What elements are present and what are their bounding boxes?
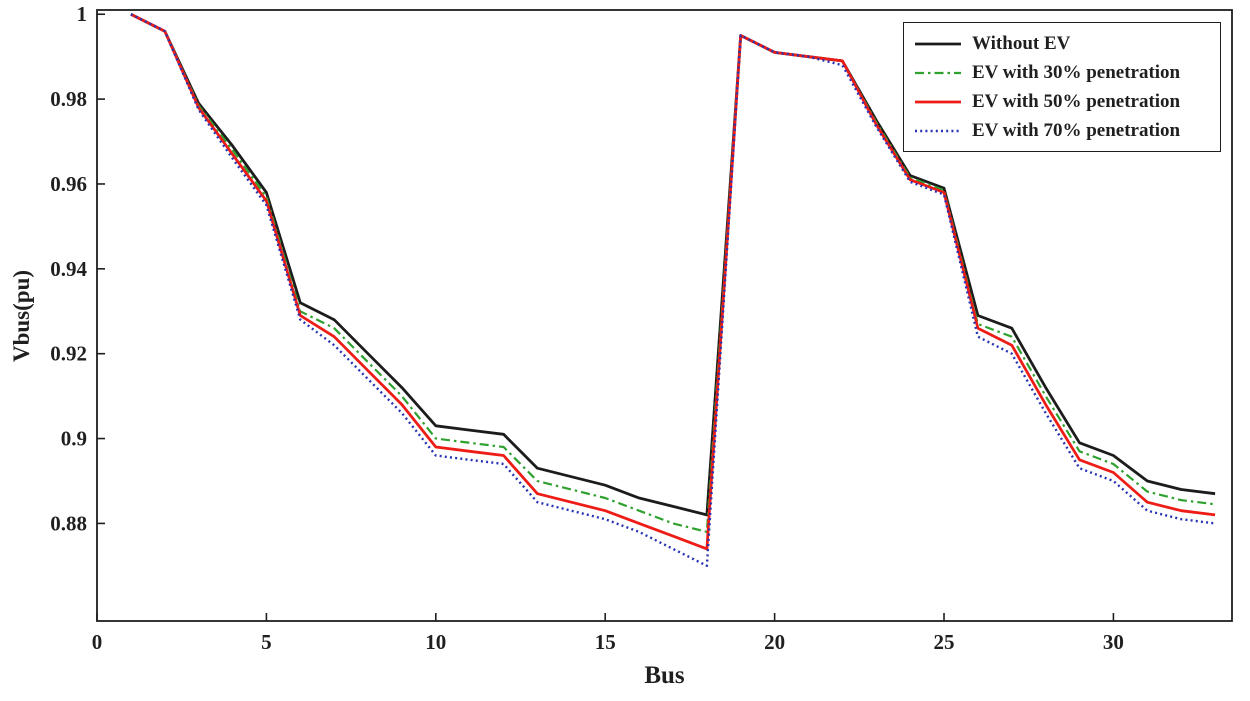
x-tick-label: 10 <box>425 630 446 654</box>
series-line-ev-with-70-penetration <box>130 13 1216 567</box>
legend: Without EV EV with 30% penetration EV with… <box>903 22 1221 152</box>
y-tick-label: 0.92 <box>50 342 87 366</box>
legend-label: EV with 50% penetration <box>972 90 1181 112</box>
x-tick-label: 30 <box>1103 630 1124 654</box>
series-line-without-ev <box>130 12 1216 517</box>
y-axis-label: Vbus(pu) <box>9 269 34 363</box>
x-tick-label: 0 <box>92 630 103 654</box>
legend-line-sample <box>915 71 961 74</box>
y-tick-label: 1 <box>77 2 88 26</box>
x-tick-label: 20 <box>764 630 785 654</box>
legend-entry-without-ev: Without EV <box>914 30 1210 57</box>
series-line-ev-with-30-penetration <box>130 13 1216 534</box>
legend-label: EV with 30% penetration <box>972 61 1181 83</box>
x-axis-label: Bus <box>644 662 685 689</box>
y-tick-label: 0.9 <box>61 427 87 451</box>
y-tick-label: 0.96 <box>50 172 87 196</box>
y-tick-label: 0.88 <box>50 511 87 535</box>
legend-line-sample <box>915 129 961 132</box>
x-tick-label: 25 <box>934 630 955 654</box>
legend-line-sample <box>915 100 961 103</box>
legend-line-sample <box>915 42 961 45</box>
x-tick-label: 5 <box>261 630 272 654</box>
series-line-ev-with-50-penetration <box>130 12 1216 551</box>
legend-entry-ev-with-50-penetration: EV with 50% penetration <box>914 88 1210 115</box>
legend-label: EV with 70% penetration <box>972 119 1181 141</box>
legend-entry-ev-with-70-penetration: EV with 70% penetration <box>914 117 1210 144</box>
y-tick-label: 0.94 <box>50 257 87 281</box>
legend-entry-ev-with-30-penetration: EV with 30% penetration <box>914 59 1210 86</box>
plot-box <box>96 9 1233 622</box>
x-tick-label: 15 <box>595 630 616 654</box>
y-tick-label: 0.98 <box>50 87 87 111</box>
legend-label: Without EV <box>972 32 1071 54</box>
